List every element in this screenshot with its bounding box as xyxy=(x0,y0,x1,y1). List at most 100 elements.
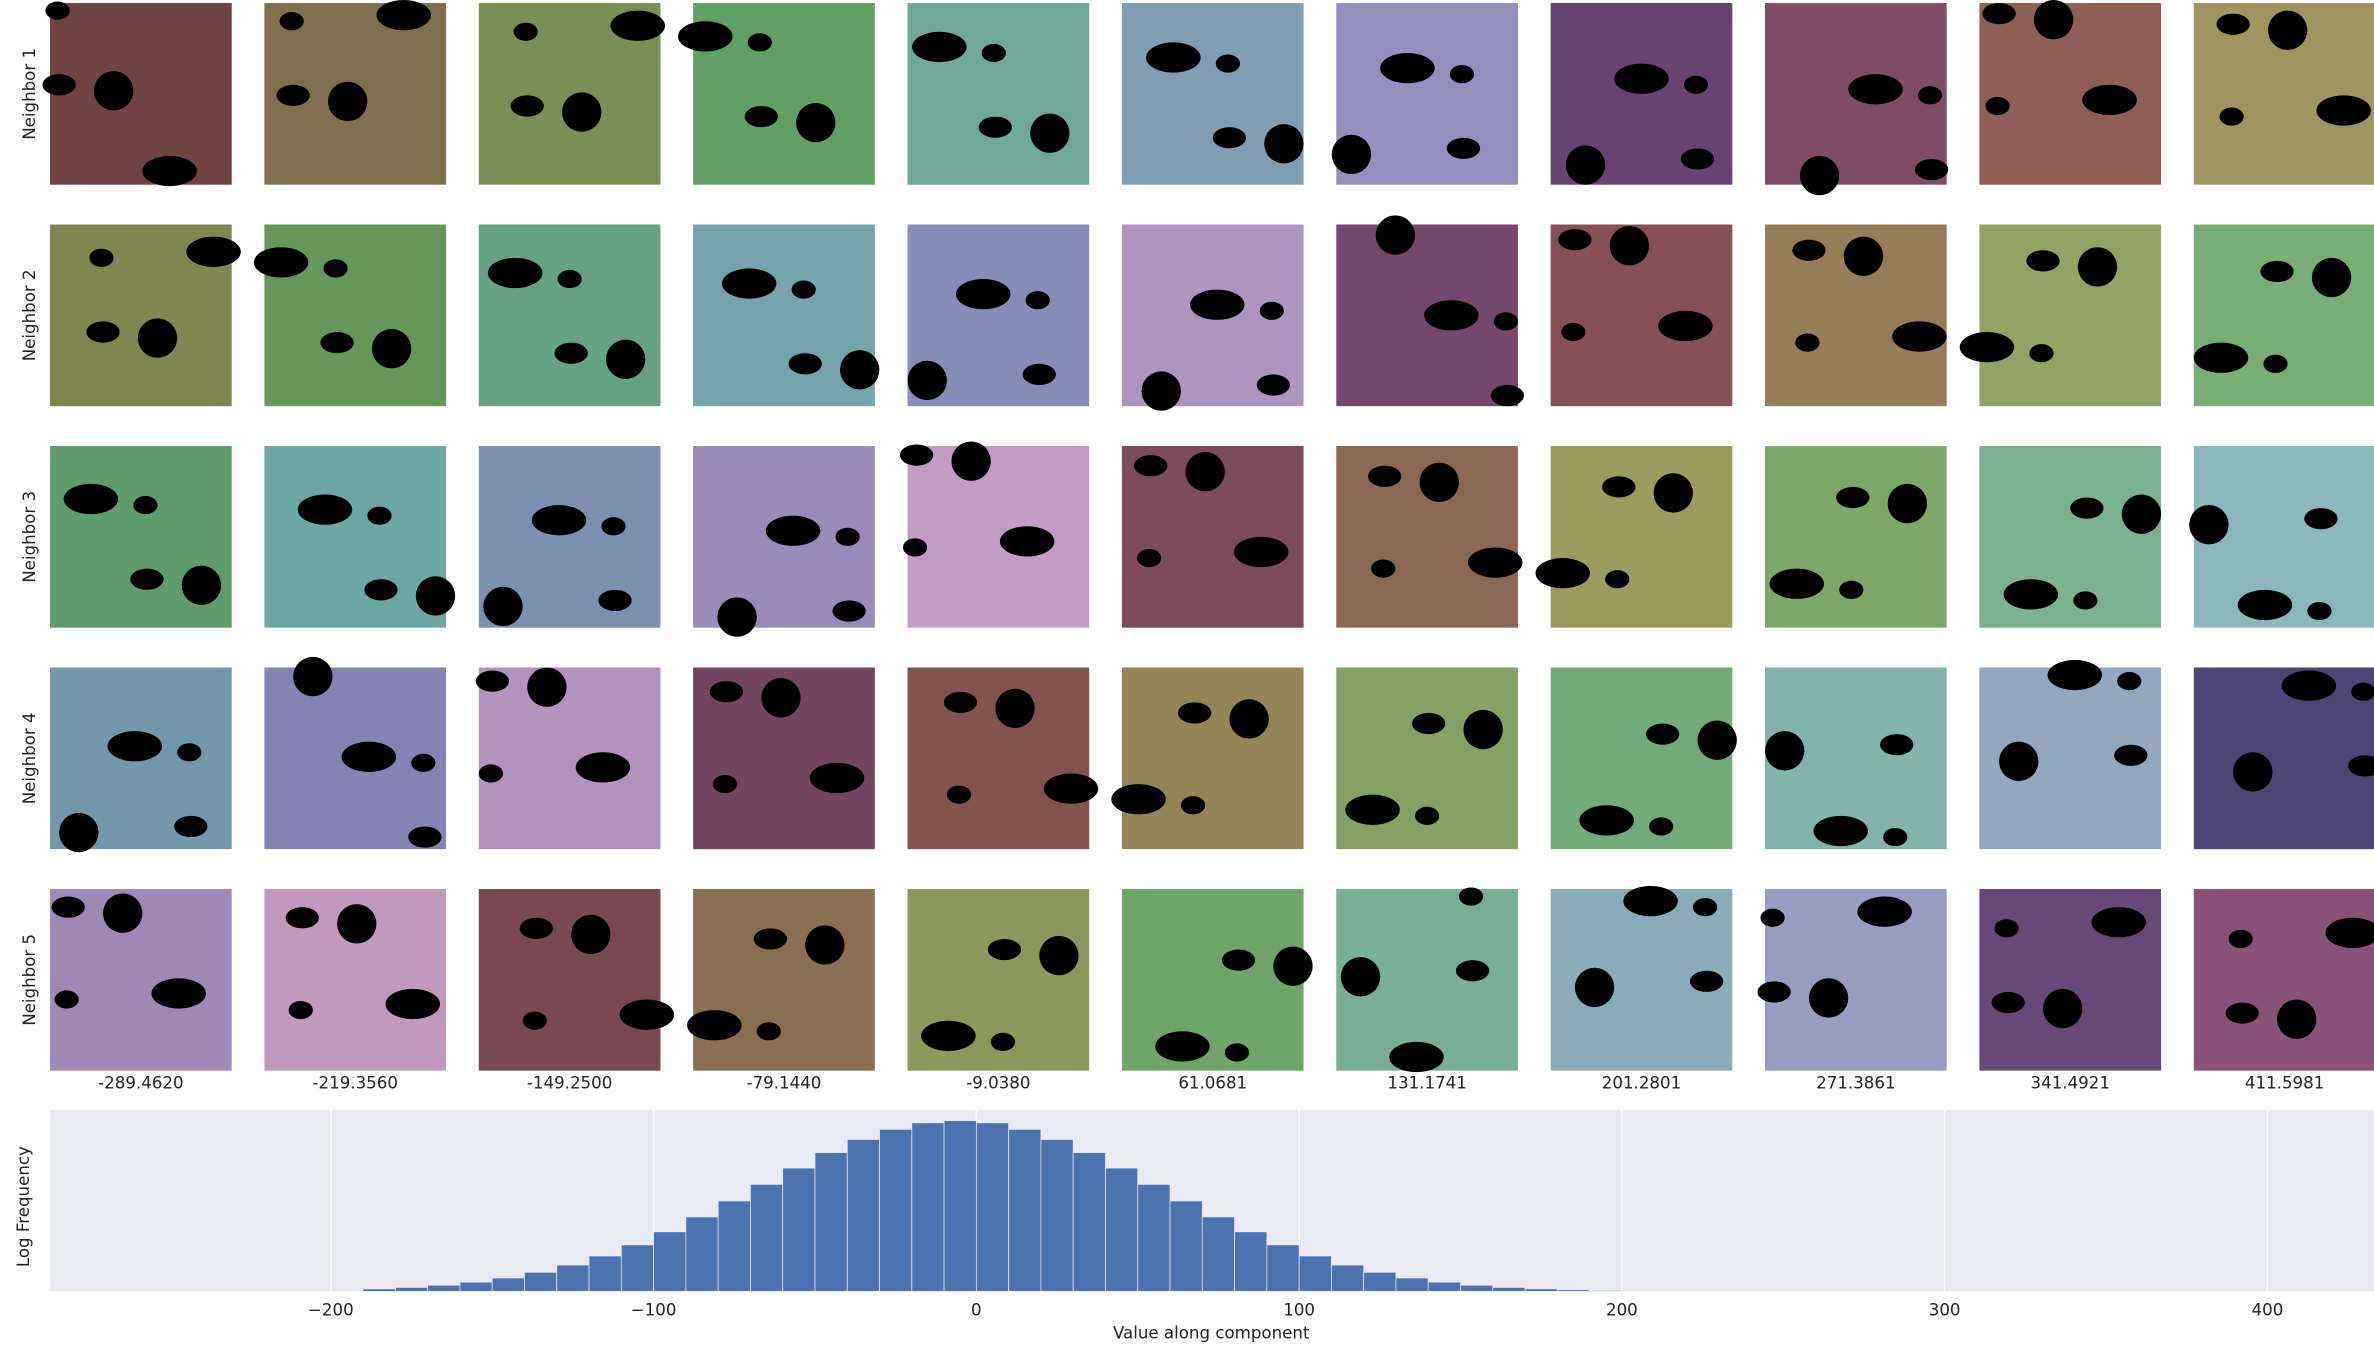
image-mask-blot xyxy=(2351,682,2374,701)
image-mask-blot xyxy=(1985,96,2010,116)
image-mask-blot xyxy=(51,896,85,918)
image-mask-blot xyxy=(1848,74,1903,105)
histogram-bar xyxy=(427,1284,461,1292)
image-mask-blot xyxy=(987,938,1022,961)
image-tile xyxy=(1979,224,2162,407)
image-tile xyxy=(693,888,875,1071)
image-mask-blot xyxy=(1574,967,1615,1008)
histogram-bar xyxy=(1331,1264,1365,1292)
image-mask-blot xyxy=(1680,148,1715,170)
image-mask-blot xyxy=(2263,354,2288,373)
image-mask-blot xyxy=(2189,505,2229,545)
x-axis-label: Value along component xyxy=(1113,1323,1310,1342)
image-mask-blot xyxy=(1025,291,1050,310)
image-mask-blot xyxy=(142,155,197,187)
image-mask-blot xyxy=(2219,107,2244,126)
image-mask-blot xyxy=(1614,63,1669,94)
histogram-bar xyxy=(975,1122,1010,1292)
image-mask-blot xyxy=(1455,960,1490,982)
image-mask-blot xyxy=(1177,702,1212,724)
image-mask-blot xyxy=(89,248,114,267)
image-tile xyxy=(2193,667,2374,850)
image-mask-blot xyxy=(1795,333,1820,352)
image-mask-blot xyxy=(1190,289,1245,320)
image-mask-blot xyxy=(788,353,822,375)
image-tile xyxy=(2193,888,2374,1071)
image-mask-blot xyxy=(279,12,304,31)
row-label: Neighbor 4 xyxy=(20,712,39,804)
image-mask-blot xyxy=(1765,731,1805,771)
histogram-bar xyxy=(1589,1290,1623,1292)
image-mask-blot xyxy=(761,678,801,718)
image-mask-blot xyxy=(2033,0,2074,40)
histogram-bar xyxy=(653,1231,687,1292)
column-label: 131.1741 xyxy=(1387,1073,1466,1092)
image-mask-blot xyxy=(1043,773,1099,804)
histogram-bar xyxy=(1298,1255,1332,1292)
image-mask-blot xyxy=(809,762,865,794)
image-tile xyxy=(478,888,661,1071)
image-mask-blot xyxy=(323,259,348,278)
image-mask-blot xyxy=(1689,970,1724,992)
image-mask-blot xyxy=(840,350,880,390)
image-mask-blot xyxy=(478,764,504,783)
histogram-bar xyxy=(1492,1287,1526,1292)
image-mask-blot xyxy=(181,565,222,605)
image-mask-blot xyxy=(1646,723,1680,745)
column-label: 341.4921 xyxy=(2031,1073,2110,1092)
image-mask-blot xyxy=(1959,332,2015,363)
image-mask-blot xyxy=(1449,65,1475,84)
image-mask-blot xyxy=(177,743,202,762)
image-tile xyxy=(907,3,1090,185)
column-label: -9.0380 xyxy=(966,1073,1030,1092)
image-tile xyxy=(1550,446,1733,628)
image-mask-blot xyxy=(137,318,178,358)
histogram-bar xyxy=(943,1120,977,1292)
image-mask-blot xyxy=(327,81,368,122)
image-mask-blot xyxy=(1446,137,1481,159)
x-tick-label: 400 xyxy=(2252,1301,2284,1320)
image-mask-blot xyxy=(1653,473,1693,513)
image-mask-blot xyxy=(571,914,611,955)
image-mask-blot xyxy=(1658,310,1713,342)
histogram-bar xyxy=(1363,1271,1397,1292)
image-mask-blot xyxy=(2042,988,2083,1029)
image-mask-blot xyxy=(1836,486,1870,509)
image-mask-blot xyxy=(557,269,582,289)
image-mask-blot xyxy=(1808,978,1849,1018)
image-mask-blot xyxy=(981,43,1006,63)
histogram-bar xyxy=(1524,1288,1558,1292)
histogram-bar xyxy=(1234,1231,1268,1292)
image-mask-blot xyxy=(712,774,738,794)
image-mask-blot xyxy=(1111,784,1166,815)
histogram-bar xyxy=(1072,1152,1106,1292)
histogram-bar xyxy=(395,1287,429,1292)
image-mask-blot xyxy=(385,988,441,1020)
image-mask-blot xyxy=(717,597,757,637)
image-mask-blot xyxy=(978,116,1012,138)
image-mask-blot xyxy=(1535,558,1591,589)
image-mask-blot xyxy=(619,999,675,1030)
column-label: -289.4620 xyxy=(98,1073,183,1092)
image-mask-blot xyxy=(721,268,777,299)
image-mask-blot xyxy=(174,815,208,838)
row-label: Neighbor 3 xyxy=(20,491,39,583)
histogram-bar xyxy=(1169,1200,1203,1292)
image-mask-blot xyxy=(1389,1041,1444,1073)
image-mask-blot xyxy=(2325,917,2374,949)
image-mask-blot xyxy=(408,826,442,848)
histogram-bar xyxy=(814,1152,848,1292)
image-mask-blot xyxy=(2070,497,2104,519)
histogram-bar xyxy=(911,1122,945,1292)
image-tile xyxy=(907,446,1090,628)
histogram-bar xyxy=(1201,1216,1235,1292)
column-label: 61.0681 xyxy=(1178,1073,1247,1092)
image-mask-blot xyxy=(1155,1031,1210,1062)
image-mask-blot xyxy=(2077,247,2118,287)
image-tile xyxy=(1765,888,1947,1071)
column-label: -219.3560 xyxy=(313,1073,398,1092)
image-mask-blot xyxy=(1273,946,1313,986)
image-mask-blot xyxy=(907,360,947,401)
image-mask-blot xyxy=(805,925,845,965)
image-mask-blot xyxy=(1380,52,1435,84)
